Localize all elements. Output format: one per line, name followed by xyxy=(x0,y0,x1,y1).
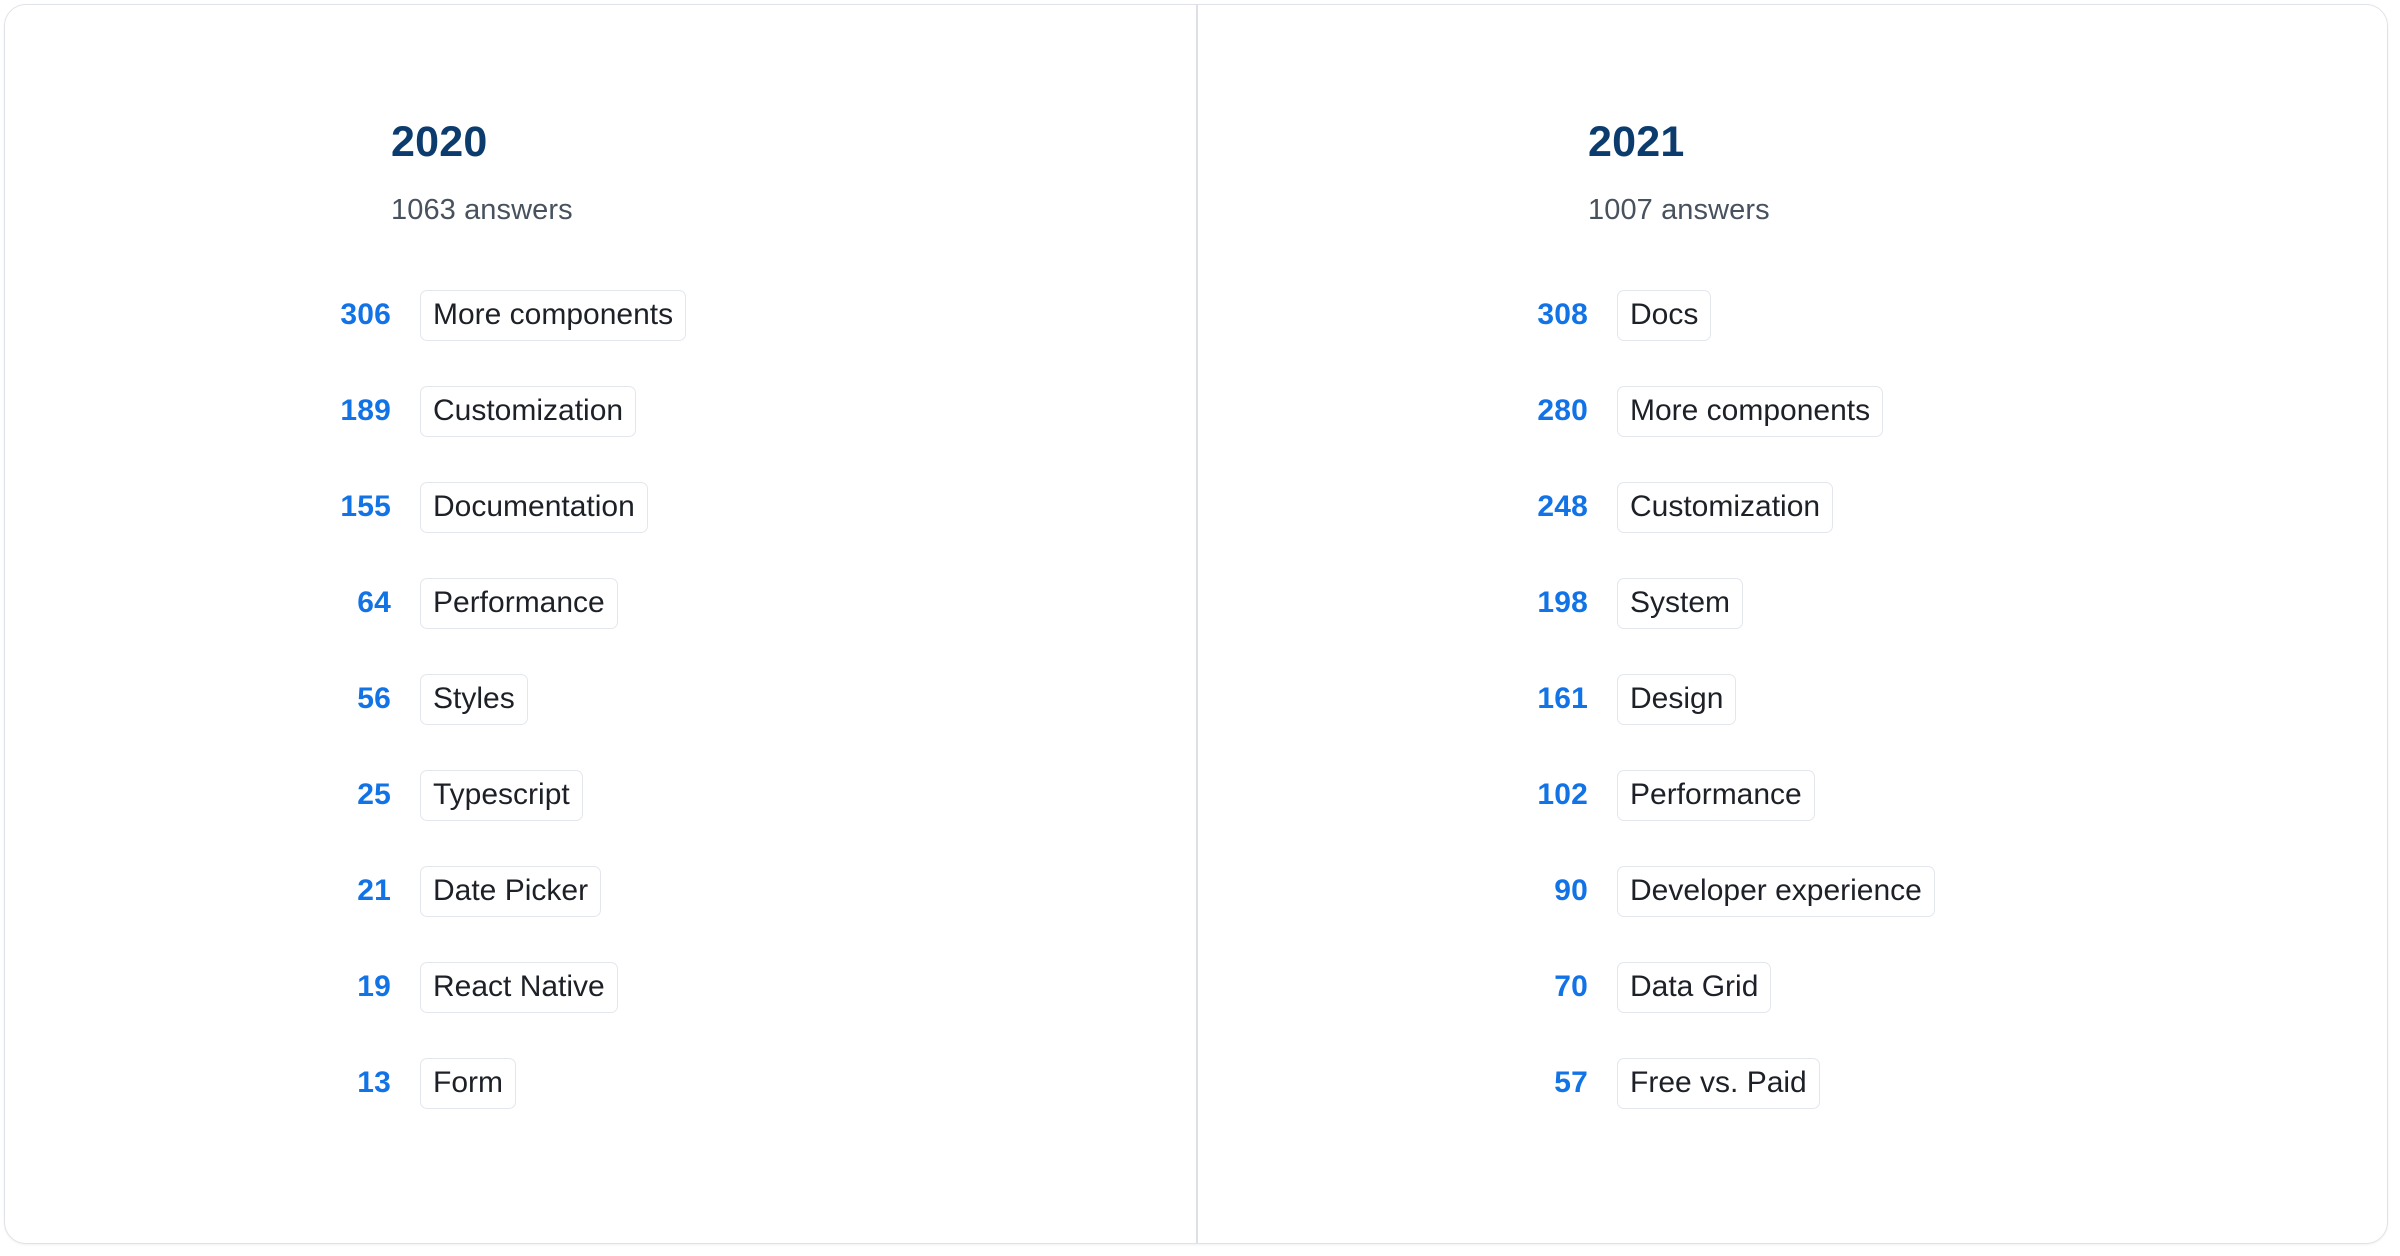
answer-count: 19 xyxy=(357,970,391,1003)
answer-tag[interactable]: Performance xyxy=(420,577,618,629)
answer-tag[interactable]: System xyxy=(1617,577,1744,629)
answer-tag[interactable]: Performance xyxy=(1617,769,1815,821)
answer-row[interactable]: 64 Performance xyxy=(357,555,1196,651)
answer-row[interactable]: 56 Styles xyxy=(357,651,1196,747)
year-comparison-card: 2020 1063 answers 306 More components 18… xyxy=(4,4,2388,1244)
answer-count: 280 xyxy=(1537,394,1588,427)
answers-count: 1007 answers xyxy=(1588,194,1770,226)
answer-row[interactable]: 189 Customization xyxy=(340,363,1196,459)
answer-tag[interactable]: Free vs. Paid xyxy=(1617,1057,1820,1109)
answer-row[interactable]: 306 More components xyxy=(340,267,1196,363)
answer-tag[interactable]: Customization xyxy=(1617,481,1834,533)
answer-row[interactable]: 155 Documentation xyxy=(340,459,1196,555)
answer-row[interactable]: 161 Design xyxy=(1537,651,2387,747)
answer-row[interactable]: 25 Typescript xyxy=(357,747,1196,843)
answer-row[interactable]: 308 Docs xyxy=(1537,267,2387,363)
year-title: 2021 xyxy=(1588,118,1685,166)
answer-tag[interactable]: Design xyxy=(1617,673,1737,725)
answer-tag[interactable]: Customization xyxy=(420,385,637,437)
answer-count: 198 xyxy=(1537,586,1588,619)
answer-count: 25 xyxy=(357,778,391,811)
answer-tag[interactable]: Data Grid xyxy=(1617,961,1772,1013)
answer-row[interactable]: 21 Date Picker xyxy=(357,843,1196,939)
answer-tag[interactable]: Developer experience xyxy=(1617,865,1935,917)
answer-tag[interactable]: Styles xyxy=(420,673,528,725)
answer-tag[interactable]: Date Picker xyxy=(420,865,602,917)
answer-count: 161 xyxy=(1537,682,1588,715)
answer-list: 308 Docs 280 More components 248 Customi… xyxy=(1537,267,2387,1131)
answer-count: 70 xyxy=(1554,970,1588,1003)
answer-row[interactable]: 280 More components xyxy=(1537,363,2387,459)
answer-count: 306 xyxy=(340,298,391,331)
answer-tag[interactable]: Documentation xyxy=(420,481,648,533)
answer-tag[interactable]: More components xyxy=(1617,385,1884,437)
answer-tag[interactable]: More components xyxy=(420,289,687,341)
answer-tag[interactable]: React Native xyxy=(420,961,618,1013)
answer-count: 189 xyxy=(340,394,391,427)
answer-tag[interactable]: Typescript xyxy=(420,769,583,821)
answer-count: 13 xyxy=(357,1066,391,1099)
answer-count: 64 xyxy=(357,586,391,619)
year-title: 2020 xyxy=(391,118,488,166)
answer-count: 102 xyxy=(1537,778,1588,811)
answer-count: 155 xyxy=(340,490,391,523)
answer-count: 57 xyxy=(1554,1066,1588,1099)
answer-tag[interactable]: Docs xyxy=(1617,289,1712,341)
answer-row[interactable]: 13 Form xyxy=(357,1035,1196,1131)
answer-count: 308 xyxy=(1537,298,1588,331)
answer-row[interactable]: 57 Free vs. Paid xyxy=(1554,1035,2387,1131)
answer-tag[interactable]: Form xyxy=(420,1057,516,1109)
answer-row[interactable]: 198 System xyxy=(1537,555,2387,651)
answer-count: 21 xyxy=(357,874,391,907)
answer-row[interactable]: 19 React Native xyxy=(357,939,1196,1035)
answer-count: 248 xyxy=(1537,490,1588,523)
answer-count: 56 xyxy=(357,682,391,715)
answer-row[interactable]: 248 Customization xyxy=(1537,459,2387,555)
answer-count: 90 xyxy=(1554,874,1588,907)
year-panel-2020: 2020 1063 answers 306 More components 18… xyxy=(5,5,1196,1243)
answer-row[interactable]: 90 Developer experience xyxy=(1554,843,2387,939)
year-panel-2021: 2021 1007 answers 308 Docs 280 More comp… xyxy=(1196,5,2387,1243)
answers-count: 1063 answers xyxy=(391,194,573,226)
answer-row[interactable]: 70 Data Grid xyxy=(1554,939,2387,1035)
answer-list: 306 More components 189 Customization 15… xyxy=(340,267,1196,1131)
answer-row[interactable]: 102 Performance xyxy=(1537,747,2387,843)
